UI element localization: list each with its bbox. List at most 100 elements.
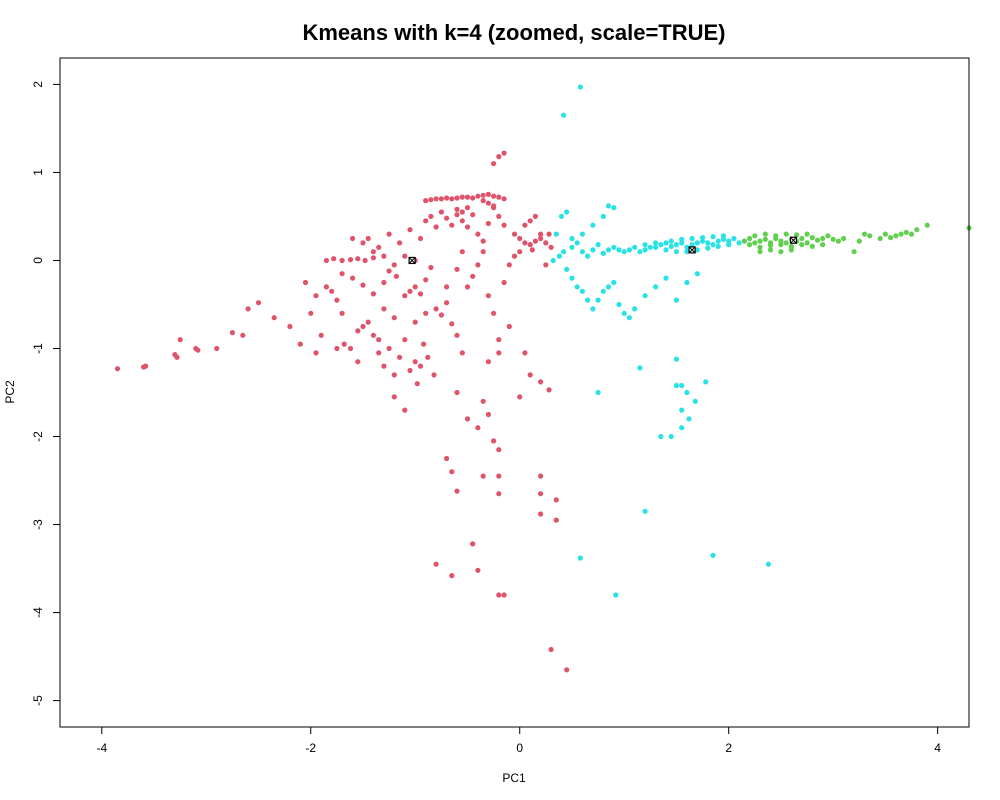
scatter-point [501, 222, 507, 228]
scatter-point [673, 242, 680, 248]
scatter-point [496, 592, 502, 598]
scatter-point [449, 196, 455, 202]
scatter-point [428, 213, 434, 219]
scatter-point [903, 229, 909, 235]
scatter-point [459, 249, 465, 255]
scatter-point [397, 240, 403, 246]
x-tick-label: -2 [305, 741, 316, 755]
scatter-point [480, 249, 486, 255]
scatter-point [550, 257, 556, 264]
scatter-point [668, 243, 674, 249]
scatter-point [700, 235, 706, 241]
scatter-point [642, 242, 648, 248]
scatter-point [705, 245, 711, 251]
scatter-point [360, 240, 366, 246]
scatter-point [564, 266, 570, 272]
scatter-point [376, 244, 382, 250]
scatter-point [511, 253, 518, 259]
scatter-point [600, 213, 606, 219]
scatter-point [449, 573, 455, 579]
scatter-point [658, 242, 664, 248]
scatter-point [595, 297, 601, 303]
scatter-point [574, 240, 580, 246]
scatter-point [417, 363, 424, 369]
scatter-point [470, 273, 476, 279]
scatter-point [841, 235, 847, 242]
scatter-point [350, 235, 356, 242]
scatter-point [668, 238, 674, 244]
scatter-point [626, 247, 633, 253]
scatter-point [799, 235, 805, 242]
scatter-point [538, 473, 544, 479]
scatter-point [689, 242, 695, 248]
scatter-point [323, 257, 329, 264]
scatter-point [491, 161, 497, 167]
scatter-point [517, 249, 523, 255]
scatter-point [673, 297, 680, 303]
scatter-point [428, 197, 434, 203]
scatter-point [271, 315, 277, 321]
scatter-point [893, 233, 899, 239]
scatter-point [386, 231, 392, 237]
scatter-point [454, 206, 460, 212]
scatter-point [585, 297, 591, 303]
scatter-point [558, 213, 565, 219]
scatter-point [556, 253, 563, 259]
scatter-point [747, 235, 753, 242]
scatter-point [673, 382, 680, 389]
scatter-point [511, 231, 518, 237]
y-tick-label: -2 [31, 431, 45, 442]
y-tick-label: 1 [31, 169, 45, 176]
scatter-point [600, 288, 606, 294]
scatter-point [339, 271, 345, 277]
scatter-point [579, 249, 586, 255]
scatter-point [480, 473, 486, 479]
scatter-point [412, 319, 418, 325]
scatter-point [444, 455, 450, 462]
scatter-point [877, 235, 883, 242]
scatter-point [438, 209, 444, 215]
scatter-point [679, 236, 685, 242]
scatter-point [454, 488, 460, 494]
y-tick-label: 2 [31, 81, 45, 88]
scatter-point [679, 240, 685, 246]
scatter-point [331, 256, 337, 262]
cluster-center-marker [789, 236, 798, 244]
scatter-point [381, 363, 387, 369]
scatter-point [720, 233, 727, 239]
scatter-point [543, 240, 549, 246]
scatter-point [329, 288, 335, 294]
scatter-point [522, 222, 528, 228]
scatter-point [605, 203, 612, 209]
scatter-point [856, 238, 862, 244]
scatter-point [485, 200, 491, 206]
scatter-point [757, 249, 763, 255]
scatter-point [538, 235, 544, 242]
scatter-point [710, 234, 716, 240]
scatter-point [820, 235, 826, 242]
scatter-point [491, 310, 497, 316]
scatter-point [365, 319, 371, 325]
scatter-point [459, 218, 465, 224]
scatter-point [362, 257, 368, 264]
scatter-point [679, 425, 685, 431]
scatter-point [381, 306, 387, 312]
scatter-point [370, 291, 376, 297]
scatter-point [585, 253, 591, 259]
scatter-point [778, 242, 784, 248]
scatter-point [480, 198, 486, 204]
scatter-point [433, 224, 439, 230]
scatter-point [334, 297, 340, 303]
scatter-point [308, 310, 314, 316]
scatter-point [637, 365, 643, 371]
x-axis: -4 -2 0 2 4 [96, 726, 941, 755]
x-tick-label: 2 [725, 741, 732, 755]
scatter-point [522, 240, 528, 246]
scatter-point [642, 293, 648, 299]
scatter-point [569, 235, 575, 242]
scatter-point [762, 236, 768, 242]
scatter-point [679, 382, 685, 389]
scatter-point [360, 323, 366, 330]
scatter-point [496, 473, 502, 479]
